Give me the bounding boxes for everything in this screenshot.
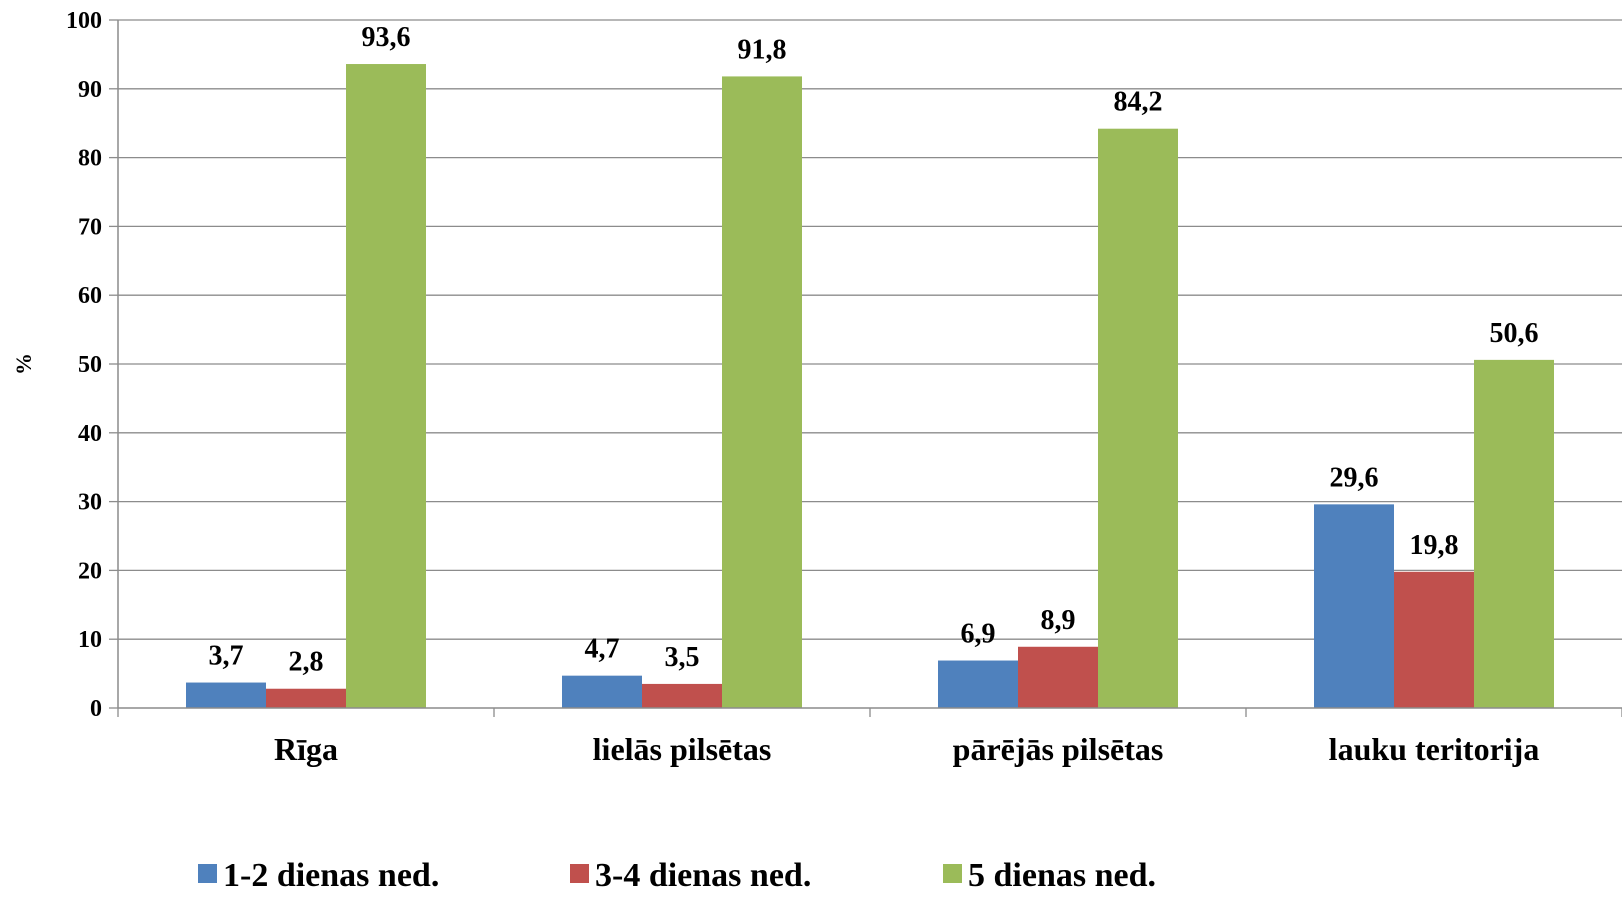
legend-label: 3-4 dienas ned.	[595, 857, 811, 894]
y-tick-label: 60	[78, 283, 102, 309]
y-tick-label: 90	[78, 77, 102, 103]
data-label: 3,7	[209, 641, 244, 672]
bar	[1394, 571, 1474, 708]
bar	[266, 688, 346, 708]
y-tick-label: 50	[78, 352, 102, 378]
legend-swatch	[943, 864, 962, 883]
legend-label: 1-2 dienas ned.	[223, 857, 439, 894]
gridlines	[118, 19, 1622, 640]
bar	[186, 682, 266, 708]
bar	[346, 64, 426, 709]
bar	[642, 683, 722, 708]
x-category-label: lielās pilsētas	[593, 731, 772, 767]
legend-swatch	[198, 864, 217, 883]
data-label: 2,8	[289, 647, 324, 678]
legend-label: 5 dienas ned.	[968, 857, 1156, 894]
y-tick-label: 10	[78, 627, 102, 653]
data-label: 84,2	[1114, 87, 1163, 118]
bar	[722, 76, 802, 708]
y-tick-label: 20	[78, 558, 102, 584]
y-axis-title: %	[11, 353, 36, 375]
y-tick-label: 0	[90, 696, 102, 722]
x-category-label: pārējās pilsētas	[953, 731, 1164, 767]
bar	[1018, 646, 1098, 708]
x-category-label: Rīga	[274, 731, 338, 767]
bar	[1474, 359, 1554, 708]
y-tick-label: 40	[78, 421, 102, 447]
bar	[562, 675, 642, 708]
data-label: 6,9	[961, 619, 996, 650]
legend-swatch	[570, 864, 589, 883]
y-tick-label: 30	[78, 490, 102, 516]
x-axis: Rīga lielās pilsētas pārējās pilsētas lauku…	[117, 20, 1622, 767]
data-label: 50,6	[1490, 318, 1539, 349]
y-tick-label: 80	[78, 146, 102, 172]
legend: 1-2 dienas ned. 3-4 dienas ned. 5 dienas n…	[198, 857, 1156, 894]
bar	[1314, 504, 1394, 708]
bar	[1098, 128, 1178, 709]
data-label: 91,8	[738, 34, 787, 65]
y-axis-ticks: 0 10 20 30 40 50 60 70 80 90 100	[66, 8, 118, 722]
x-category-label: lauku teritorija	[1329, 731, 1540, 767]
data-label: 19,8	[1410, 530, 1459, 561]
data-label: 93,6	[362, 22, 411, 53]
y-tick-label: 70	[78, 214, 102, 240]
data-labels: 3,7 2,8 93,6 4,7 3,5 91,8 6,9 8,9 84,2 29,6 19,8 50…	[209, 22, 1539, 678]
y-tick-label: 100	[66, 8, 102, 34]
data-label: 8,9	[1041, 605, 1076, 636]
data-label: 4,7	[585, 634, 620, 665]
data-label: 29,6	[1330, 462, 1379, 493]
data-label: 3,5	[665, 642, 700, 673]
bar	[938, 660, 1018, 708]
bars	[186, 64, 1554, 709]
